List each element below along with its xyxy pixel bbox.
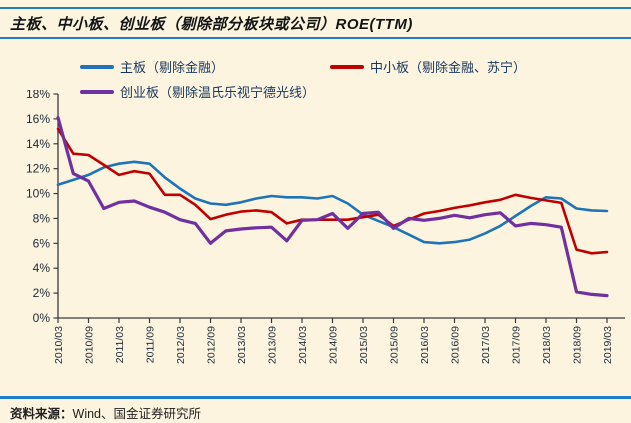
x-axis-label: 2014/09 xyxy=(328,326,340,364)
x-axis-label: 2016/09 xyxy=(450,326,462,364)
x-axis-label: 2013/09 xyxy=(267,326,279,364)
legend-label-main-board: 主板（剔除金融） xyxy=(120,60,225,75)
chart-title: 主板、中小板、创业板（剔除部分板块或公司）ROE(TTM) xyxy=(10,16,413,33)
source-label: 资料来源： xyxy=(10,407,73,421)
x-axis-label: 2011/09 xyxy=(145,326,157,363)
chart-legend: 主板（剔除金融） 中小板（剔除金融、苏宁） 创业板（剔除温氏乐视宁德光线） xyxy=(80,57,600,101)
series-line-0 xyxy=(56,160,609,245)
y-axis-label: 12% xyxy=(26,162,50,176)
x-axis-label: 2010/09 xyxy=(84,326,96,364)
x-axis-label: 2018/09 xyxy=(572,326,584,364)
x-axis-label: 2012/03 xyxy=(175,326,187,364)
series-line-1 xyxy=(56,127,609,255)
source-text: Wind、国金证券研究所 xyxy=(72,407,201,421)
legend-item-chinext-board: 创业板（剔除温氏乐视宁德光线） xyxy=(80,82,330,101)
y-axis-label: 10% xyxy=(26,187,50,201)
y-axis-label: 6% xyxy=(33,236,51,250)
x-axis-label: 2012/09 xyxy=(206,326,218,364)
legend-swatch-purple xyxy=(80,89,114,94)
x-axis-label: 2014/03 xyxy=(297,326,309,364)
roe-line-chart: 0% 2% 4% 6% 8% 10% 12% 14% 16% 18% 2010/03 2010/09 2… xyxy=(26,87,625,364)
x-axis-label: 2018/03 xyxy=(541,326,553,364)
chart-plot-area: 0% 2% 4% 6% 8% 10% 12% 14% 16% 18% 2010/03 2010/09 2… xyxy=(0,87,631,392)
y-axis-label: 8% xyxy=(33,211,51,225)
legend-label-sme-board: 中小板（剔除金融、苏宁） xyxy=(370,60,527,75)
x-axis-label: 2015/09 xyxy=(389,326,401,364)
y-axis-label: 16% xyxy=(26,112,50,126)
source-note: 资料来源：Wind、国金证券研究所 xyxy=(10,403,201,422)
series-line-2 xyxy=(56,116,609,298)
y-axis-label: 14% xyxy=(26,137,50,151)
x-axis-label: 2017/09 xyxy=(511,326,523,364)
x-axis-label: 2011/03 xyxy=(114,326,126,363)
legend-swatch-red xyxy=(330,64,364,69)
x-axis-label: 2016/03 xyxy=(419,326,431,364)
legend-item-sme-board: 中小板（剔除金融、苏宁） xyxy=(330,57,600,76)
y-axis-label: 0% xyxy=(33,311,51,325)
legend-swatch-blue xyxy=(80,64,114,69)
x-axis-label: 2019/03 xyxy=(602,326,614,364)
x-axis-label: 2010/03 xyxy=(53,326,65,364)
x-axis-label: 2017/03 xyxy=(480,326,492,364)
top-divider xyxy=(0,7,631,9)
title-divider xyxy=(0,37,631,39)
y-axis-label: 4% xyxy=(33,261,51,275)
y-axis-label: 18% xyxy=(26,90,50,101)
legend-item-main-board: 主板（剔除金融） xyxy=(80,57,330,76)
x-axis-label: 2015/03 xyxy=(358,326,370,364)
footer-divider xyxy=(0,396,631,399)
y-axis-label: 2% xyxy=(33,286,51,300)
legend-label-chinext-board: 创业板（剔除温氏乐视宁德光线） xyxy=(120,85,316,100)
x-axis-label: 2013/03 xyxy=(236,326,248,364)
